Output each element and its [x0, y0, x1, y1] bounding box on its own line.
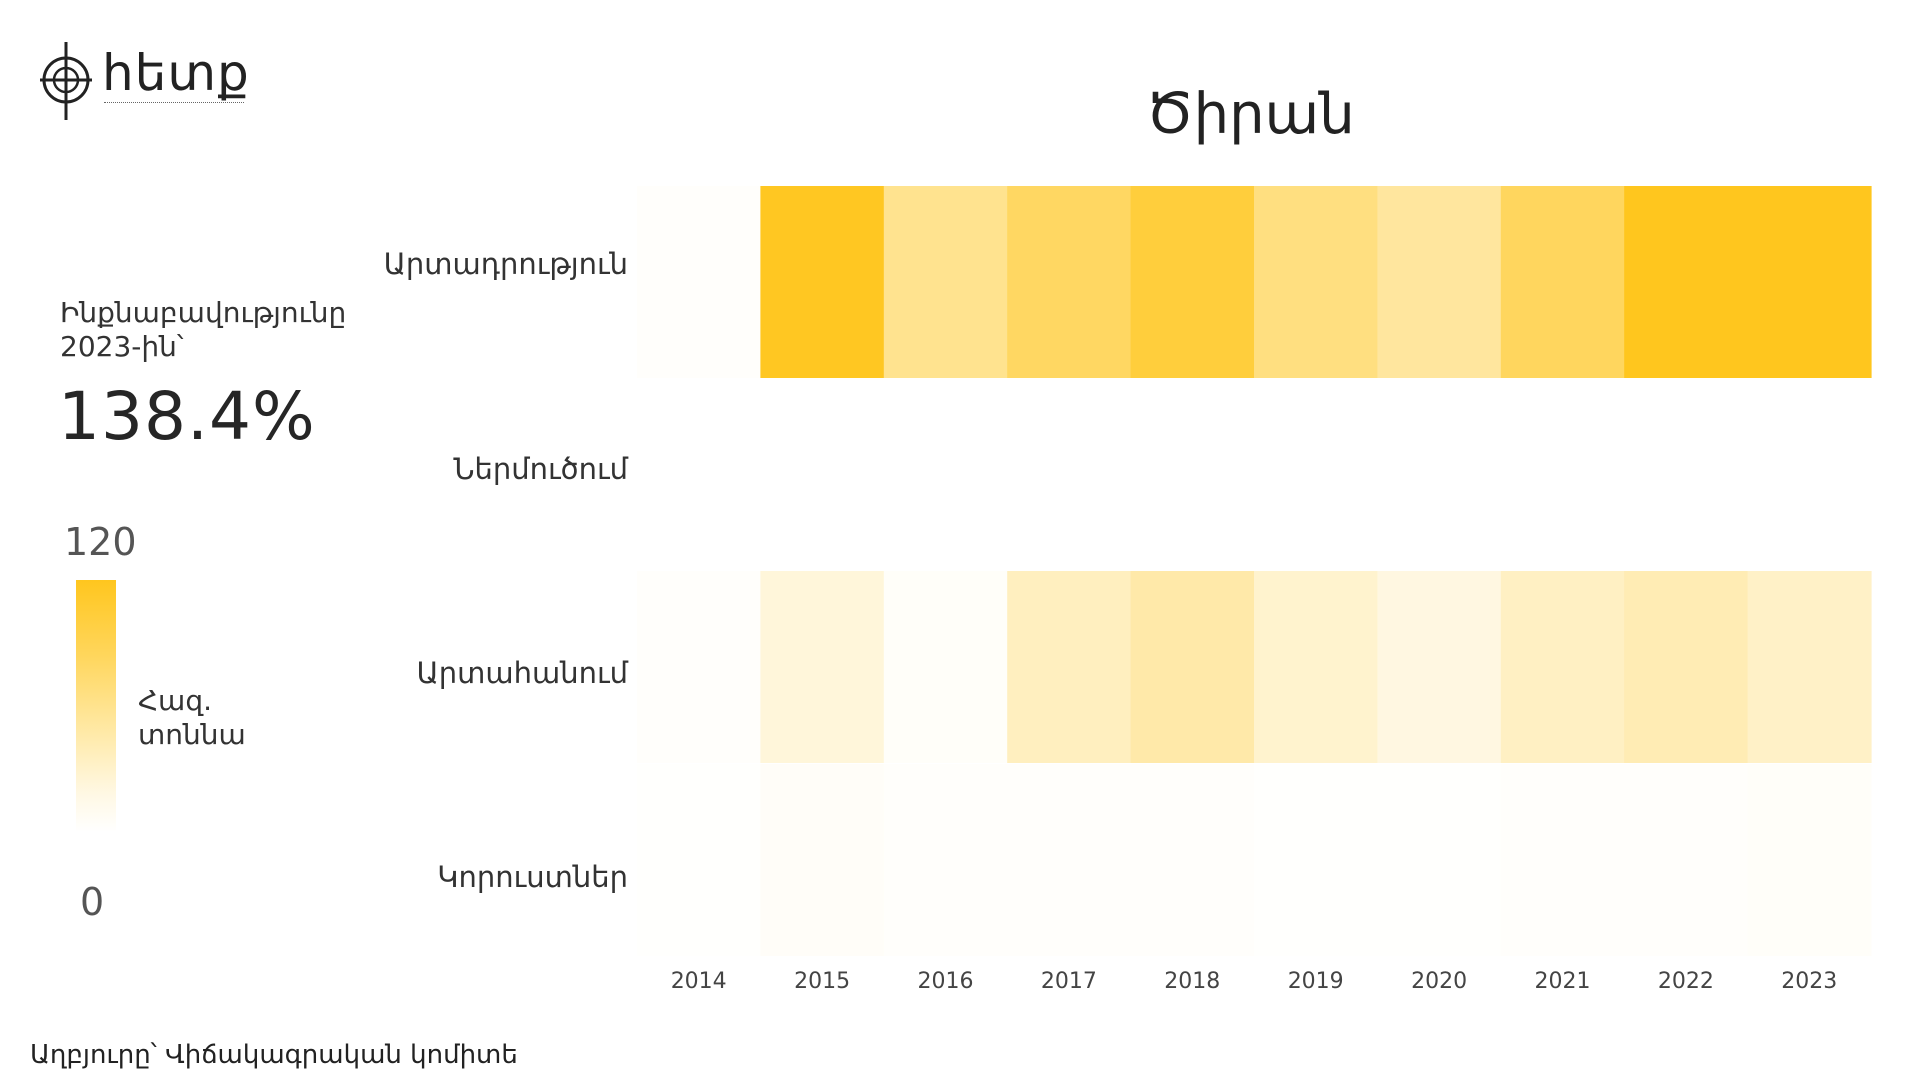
heatmap-cell-3-8 [1624, 764, 1749, 956]
self-sufficiency-value: 138.4% [58, 378, 316, 455]
heatmap-cell-2-5 [1254, 571, 1378, 763]
heatmap-cell-3-2 [883, 764, 1008, 956]
x-tick-label-2018: 2018 [1164, 969, 1220, 994]
heatmap-cell-3-5 [1254, 764, 1378, 956]
heatmap-cell-0-9 [1747, 186, 1872, 378]
heatmap-cell-0-4 [1130, 186, 1255, 378]
chart-title: Ծիրան [1145, 82, 1355, 147]
heatmap-cell-1-0 [637, 378, 761, 570]
x-tick-label-2016: 2016 [918, 969, 974, 994]
logo-crosshair-icon [40, 42, 92, 120]
heatmap-cell-1-9 [1747, 378, 1872, 570]
row-label-export: Արտահանում [416, 656, 628, 690]
heatmap-cell-0-2 [883, 186, 1008, 378]
logo-tagline [104, 102, 244, 106]
hetq-logo[interactable]: հետք [38, 38, 258, 124]
x-tick-label-2014: 2014 [671, 969, 727, 994]
heatmap-cell-3-3 [1007, 764, 1132, 956]
heatmap-cell-1-7 [1500, 378, 1625, 570]
legend-min-label: 0 [80, 880, 105, 924]
legend-unit: Հազ. տոննա [138, 684, 246, 751]
heatmap-cell-0-0 [637, 186, 761, 378]
x-tick-label-2017: 2017 [1041, 969, 1097, 994]
heatmap-cell-0-8 [1624, 186, 1749, 378]
legend-color-bar [76, 580, 116, 832]
heatmap-cell-1-4 [1130, 378, 1255, 570]
heatmap-cell-2-0 [637, 571, 761, 763]
heatmap-cell-3-9 [1747, 764, 1872, 956]
heatmap-cell-1-5 [1254, 378, 1378, 570]
heatmap-cell-1-6 [1377, 378, 1502, 570]
self-sufficiency-label: Ինքնաբավությունը 2023-ին՝ [60, 296, 347, 363]
heatmap-cell-0-1 [760, 186, 885, 378]
heatmap-cell-0-5 [1254, 186, 1378, 378]
heatmap-cell-1-2 [883, 378, 1008, 570]
source-note: Աղբյուրը՝ Վիճակագրական կոմիտե [30, 1040, 518, 1070]
x-tick-label-2015: 2015 [794, 969, 850, 994]
heatmap-cell-2-7 [1500, 571, 1625, 763]
heatmap-cell-3-6 [1377, 764, 1502, 956]
heatmap-cell-3-1 [760, 764, 885, 956]
x-tick-label-2019: 2019 [1288, 969, 1344, 994]
heatmap-cell-2-8 [1624, 571, 1749, 763]
heatmap-cell-0-6 [1377, 186, 1502, 378]
heatmap-cell-2-4 [1130, 571, 1255, 763]
heatmap-cell-2-2 [883, 571, 1008, 763]
legend-max-label: 120 [64, 520, 137, 564]
x-tick-label-2020: 2020 [1411, 969, 1467, 994]
x-tick-label-2022: 2022 [1658, 969, 1714, 994]
heatmap-cell-3-0 [637, 764, 761, 956]
heatmap-cell-2-1 [760, 571, 885, 763]
row-label-losses: Կորուստներ [437, 860, 628, 894]
heatmap-cell-2-3 [1007, 571, 1132, 763]
heatmap-cell-3-4 [1130, 764, 1255, 956]
heatmap-cell-0-7 [1500, 186, 1625, 378]
row-label-import: Ներմուծում [453, 452, 628, 486]
logo-wordmark: հետք [102, 44, 250, 102]
x-tick-label-2021: 2021 [1535, 969, 1591, 994]
heatmap-cell-3-7 [1500, 764, 1625, 956]
heatmap-cell-1-3 [1007, 378, 1132, 570]
heatmap-cell-2-6 [1377, 571, 1502, 763]
heatmap-cell-1-1 [760, 378, 885, 570]
row-label-production: Արտադրություն [383, 247, 628, 281]
heatmap-cell-1-8 [1624, 378, 1749, 570]
heatmap-cell-0-3 [1007, 186, 1132, 378]
heatmap-cell-2-9 [1747, 571, 1872, 763]
x-tick-label-2023: 2023 [1781, 969, 1837, 994]
